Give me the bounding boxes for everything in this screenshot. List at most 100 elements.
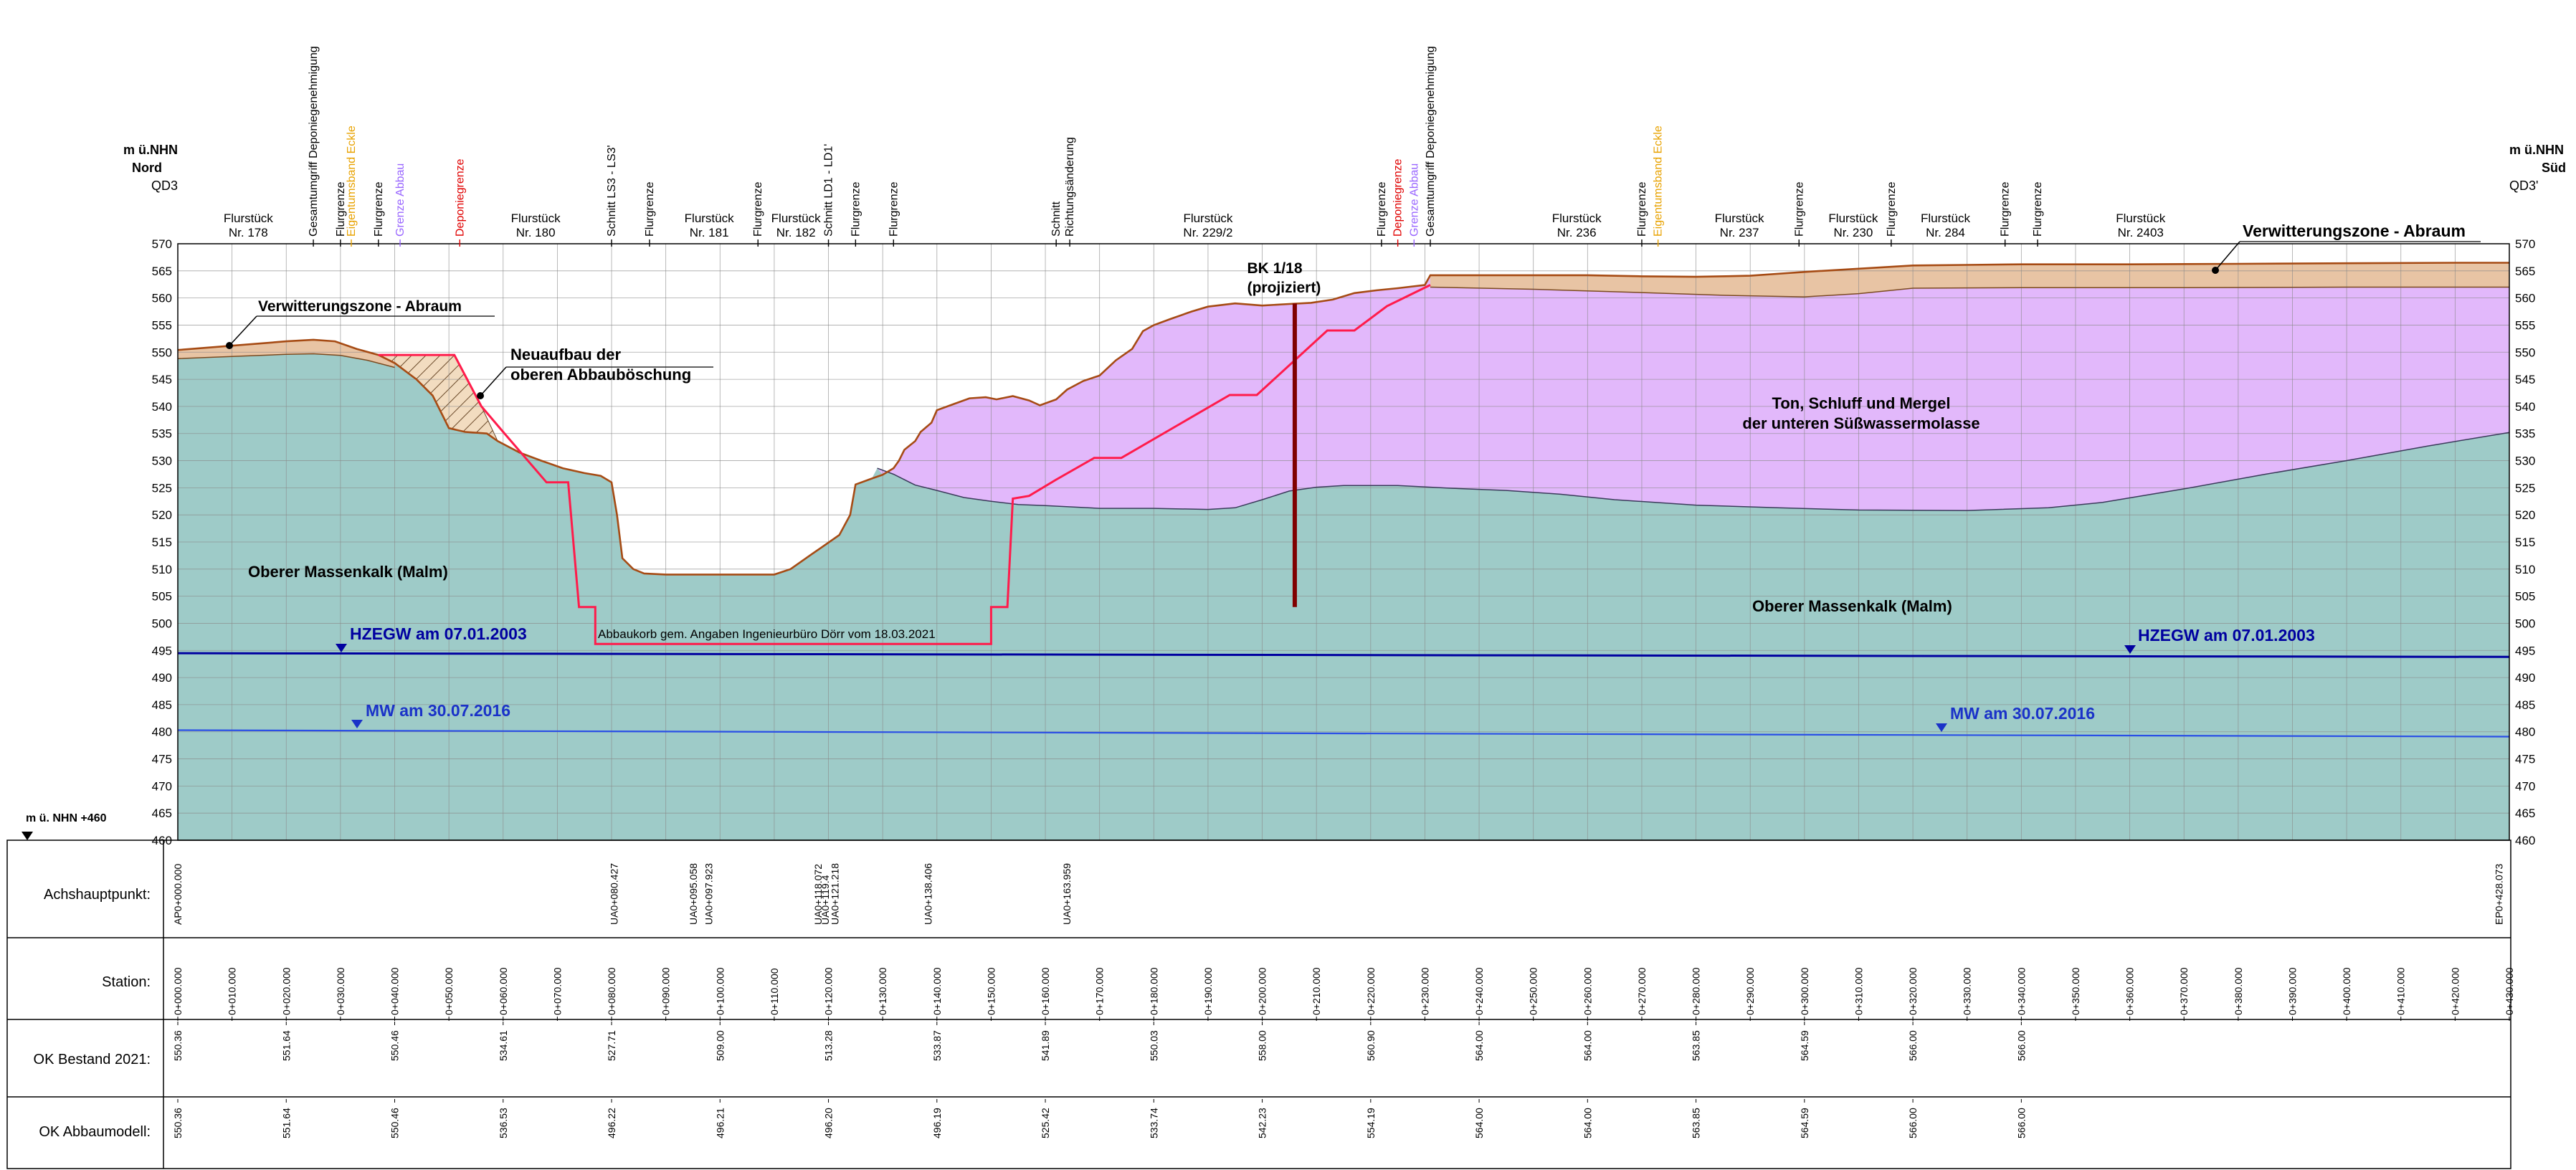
station-value: 0+060.000 (498, 967, 509, 1015)
y-tick-label-right: 550 (2515, 346, 2535, 359)
station-value: 0+400.000 (2341, 967, 2352, 1015)
ok-bestand-value: 550.03 (1148, 1030, 1159, 1061)
station-value: 0+080.000 (606, 967, 617, 1015)
y-tick-label-right: 470 (2515, 779, 2535, 793)
water-marker-hzegw-right-icon (2124, 645, 2136, 654)
y-tick-label-left: 510 (152, 563, 172, 576)
y-tick-label-left: 480 (152, 726, 172, 739)
parcel-label: Flurstück (1715, 211, 1764, 225)
parcel-number: Nr. 284 (1926, 226, 1965, 239)
ok-abbau-value: 563.85 (1691, 1108, 1702, 1138)
station-value: 0+410.000 (2395, 967, 2407, 1015)
station-value: 0+020.000 (280, 967, 292, 1015)
station-value: 0+200.000 (1257, 967, 1268, 1015)
station-value: 0+390.000 (2286, 967, 2298, 1015)
ok-bestand-value: 513.28 (823, 1030, 835, 1061)
ok-bestand-value: 564.59 (1799, 1030, 1810, 1061)
boundary-label: Flurgrenze (752, 181, 764, 237)
y-tick-label-right: 505 (2515, 590, 2535, 604)
label-neuaufbau-line1: Neuaufbau der (510, 346, 621, 363)
station-value: 0+000.000 (172, 967, 184, 1015)
station-value: 0+140.000 (931, 967, 943, 1015)
ok-abbau-value: 566.00 (1907, 1108, 1919, 1138)
boundary-label: Flurgrenze (1886, 181, 1898, 237)
station-value: 0+010.000 (227, 967, 238, 1015)
ok-bestand-value: 560.90 (1365, 1030, 1377, 1061)
label-ton-line2: der unteren Süßwassermolasse (1742, 414, 1979, 432)
leader-dot-verwitterung-right (2212, 267, 2219, 274)
ok-bestand-value: 550.36 (172, 1030, 184, 1061)
ok-abbau-value: 496.21 (714, 1108, 726, 1138)
label-borehole-note: (projiziert) (1247, 280, 1321, 296)
boundary-label: Gesamtumgriff Deponiegenehmigung (308, 46, 320, 237)
station-value: 0+220.000 (1365, 967, 1377, 1015)
stratum-weathering-right (1430, 262, 2509, 298)
parcel-label: Flurstück (685, 211, 734, 225)
label-verwitterung-left: Verwitterungszone - Abraum (258, 298, 462, 315)
parcel-number: Nr. 236 (1557, 226, 1597, 239)
boundary-label: Flurgrenze (2000, 181, 2012, 237)
right-direction-label: Süd (2542, 161, 2566, 175)
label-hzegw-left: HZEGW am 07.01.2003 (350, 624, 527, 643)
y-tick-label-left: 545 (152, 373, 172, 386)
boundary-label: Eigentumsband Eckle (346, 125, 358, 237)
station-value: 0+190.000 (1202, 967, 1214, 1015)
water-marker-hzegw-left-icon (336, 644, 347, 652)
achshauptpunkt-value: EP0+428.073 (2493, 864, 2504, 925)
station-value: 0+430.000 (2504, 967, 2515, 1015)
station-value: 0+030.000 (335, 967, 346, 1015)
label-massenkalk-right: Oberer Massenkalk (Malm) (1752, 597, 1952, 615)
achshauptpunkt-value: UA0+095.058 (688, 863, 699, 925)
y-tick-label-left: 465 (152, 807, 172, 820)
parcel-number: Nr. 180 (516, 226, 556, 239)
left-direction-label: Nord (132, 161, 162, 175)
datum-label: m ü. NHN +460 (26, 812, 107, 824)
y-tick-label-right: 535 (2515, 427, 2535, 441)
parcel-label: Flurstück (2116, 211, 2165, 225)
parcel-number: Nr. 182 (776, 226, 816, 239)
weathering-base-left (177, 353, 395, 368)
leader-verwitterung-right (2215, 241, 2240, 271)
y-tick-label-left: 470 (152, 779, 172, 793)
ok-bestand-value: 564.00 (1473, 1030, 1485, 1061)
parcel-label: Flurstück (771, 211, 821, 225)
left-unit-label: m ü.NHN (123, 143, 178, 157)
station-value: 0+070.000 (551, 967, 563, 1015)
y-tick-label-right: 520 (2515, 508, 2535, 522)
water-marker-mw-right-icon (1936, 723, 1947, 732)
y-tick-label-right: 485 (2515, 698, 2535, 712)
y-tick-label-right: 480 (2515, 726, 2535, 739)
ok-bestand-value: 533.87 (931, 1030, 943, 1061)
ok-abbau-value: 496.20 (823, 1108, 835, 1138)
station-value: 0+040.000 (389, 967, 401, 1015)
ok-bestand-value: 566.00 (2015, 1030, 2027, 1061)
y-tick-label-right: 560 (2515, 292, 2535, 305)
parcel-label: Flurstück (1552, 211, 1602, 225)
weathering-base-right (1430, 286, 2509, 298)
table-row-label-ok-bestand: OK Bestand 2021: (34, 1052, 151, 1067)
ok-abbau-value: 550.36 (172, 1108, 184, 1138)
boundary-label: Flurgrenze (373, 181, 385, 237)
boundary-label: Flurgrenze (850, 181, 862, 237)
parcel-number: Nr. 178 (229, 226, 268, 239)
achshauptpunkt-value: UA0+118.072 (812, 864, 824, 925)
y-tick-label-right: 555 (2515, 318, 2535, 332)
boundary-label: Eigentumsband Eckle (1653, 125, 1665, 237)
y-tick-label-right: 495 (2515, 644, 2535, 657)
station-value: 0+260.000 (1582, 967, 1593, 1015)
ok-abbau-value: 536.53 (498, 1108, 509, 1138)
leader-neuaufbau (480, 366, 507, 396)
y-tick-label-left: 555 (152, 318, 172, 332)
station-value: 0+130.000 (877, 967, 888, 1015)
y-tick-label-right: 515 (2515, 536, 2535, 549)
ok-bestand-value: 550.46 (389, 1030, 401, 1061)
ok-bestand-value: 564.00 (1582, 1030, 1593, 1061)
ok-abbau-value: 496.22 (606, 1108, 617, 1138)
ok-abbau-value: 551.64 (280, 1108, 292, 1138)
boundary-label: Grenze Abbau (1408, 163, 1420, 237)
y-tick-label-left: 495 (152, 644, 172, 657)
boundary-label: Flurgrenze (1376, 181, 1388, 237)
achshauptpunkt-value: UA0+163.959 (1061, 863, 1073, 925)
label-massenkalk-left: Oberer Massenkalk (Malm) (248, 563, 448, 581)
y-tick-label-right: 490 (2515, 671, 2535, 685)
